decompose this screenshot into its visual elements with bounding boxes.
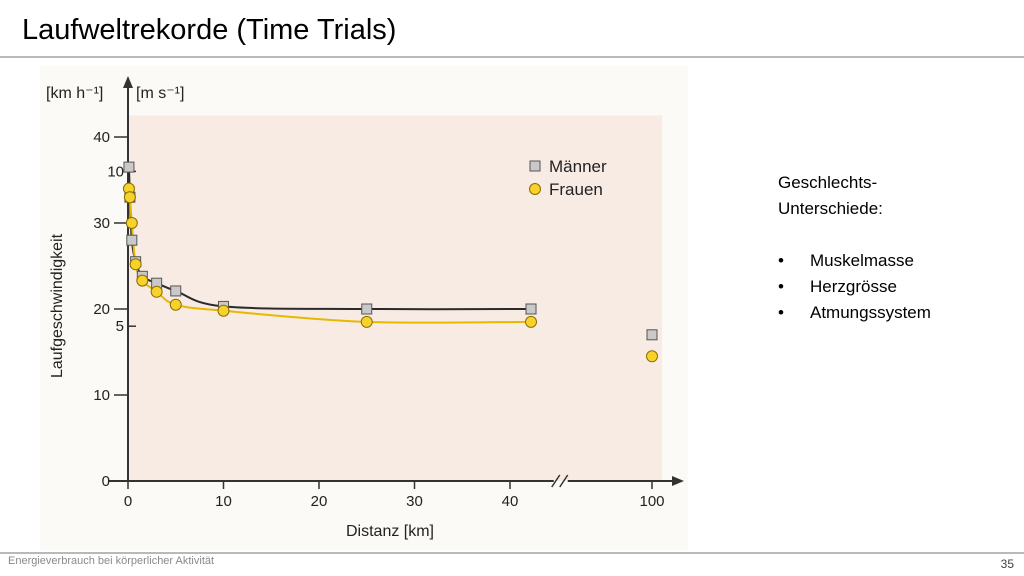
plot-background (128, 115, 662, 481)
x-tick-label: 20 (311, 493, 328, 510)
secondary-y-tick-label: 5 (116, 318, 124, 335)
y-axis-arrow (123, 76, 133, 88)
legend-women-label: Frauen (549, 180, 603, 199)
men-outlier-point (646, 329, 658, 341)
x-axis-label: Distanz [km] (346, 523, 434, 540)
bullet-muscle-mass: Muskelmasse (778, 248, 1008, 274)
y-tick-label: 10 (93, 387, 110, 404)
chart-ticks: 0 10 20 30 40 0 10 20 30 40 100 5 10 (93, 129, 664, 510)
women-outlier-point (646, 350, 658, 363)
slide-title: Laufweltrekorde (Time Trials) (22, 14, 397, 46)
x-tick-label: 100 (639, 493, 664, 510)
men-data-point (361, 303, 373, 315)
y-unit-secondary: [m s⁻¹] (136, 85, 184, 102)
y-tick-label: 0 (102, 473, 110, 490)
chart-points (122, 161, 658, 363)
chart-labels: Distanz [km] Laufgeschwindigkeit [km h⁻¹] [… (46, 85, 434, 540)
women-data-point (169, 298, 182, 311)
men-data-point (170, 285, 182, 297)
women-data-point (150, 285, 163, 298)
chart-legend: Männer Frauen (529, 157, 607, 199)
y-tick-label: 20 (93, 301, 110, 318)
chart-svg: 0 10 20 30 40 0 10 20 30 40 100 5 10 Männer Frauen Di… (46, 76, 684, 540)
x-tick-label: 10 (215, 493, 232, 510)
men-data-point (126, 234, 138, 246)
x-axis-arrow (672, 476, 684, 486)
y-tick-label: 30 (93, 215, 110, 232)
men-data-point (123, 161, 135, 173)
women-data-point (217, 304, 230, 317)
x-tick-label: 40 (502, 493, 519, 510)
legend-women-marker (529, 183, 541, 195)
chart-axes (108, 76, 684, 488)
women-data-point (525, 315, 538, 328)
secondary-y-tick-label: 10 (107, 163, 124, 180)
sex-differences-list: Muskelmasse Herzgrösse Atmungssystem (778, 248, 1008, 326)
y-unit-primary: [km h⁻¹] (46, 85, 103, 102)
women-data-point (123, 191, 136, 204)
title-divider (0, 56, 1024, 58)
running-records-chart: 0 10 20 30 40 0 10 20 30 40 100 5 10 Männer Frauen Di… (40, 66, 688, 550)
legend-men-label: Männer (549, 157, 607, 176)
men-data-point (525, 303, 537, 315)
sex-differences-heading: Geschlechts- Unterschiede: (778, 173, 883, 218)
axis-break-mark (551, 474, 561, 488)
women-data-point (360, 315, 373, 328)
axis-break-mark (559, 474, 569, 488)
x-tick-label: 30 (406, 493, 423, 510)
y-tick-label: 40 (93, 129, 110, 146)
x-tick-label: 0 (124, 493, 132, 510)
women-data-point (136, 274, 149, 287)
page-number: 35 (1000, 557, 1014, 571)
bullet-heart-size: Herzgrösse (778, 274, 1008, 300)
bullet-respiratory-system: Atmungssystem (778, 300, 1008, 326)
legend-men-marker (529, 160, 541, 172)
footer-text: Energieverbrauch bei körperlicher Aktivi… (8, 555, 215, 567)
footer-divider (0, 552, 1024, 554)
sex-differences-box: Geschlechts- Unterschiede: Muskelmasse H… (778, 170, 1008, 326)
women-data-point (129, 258, 142, 271)
y-axis-label: Laufgeschwindigkeit (49, 233, 66, 378)
women-data-point (125, 217, 138, 229)
